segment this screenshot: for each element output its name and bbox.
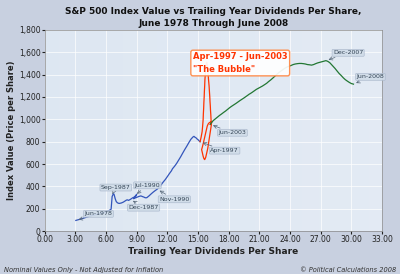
Text: Nov-1990: Nov-1990 — [159, 191, 190, 202]
Text: Jun-2003: Jun-2003 — [214, 125, 246, 135]
Text: Dec-2007: Dec-2007 — [329, 50, 363, 60]
Text: Apr-1997: Apr-1997 — [204, 142, 239, 153]
Text: Dec-1987: Dec-1987 — [128, 201, 159, 210]
X-axis label: Trailing Year Dividends Per Share: Trailing Year Dividends Per Share — [128, 247, 298, 256]
Text: Jun-2008: Jun-2008 — [356, 74, 384, 83]
Title: S&P 500 Index Value vs Trailing Year Dividends Per Share,
June 1978 Through June: S&P 500 Index Value vs Trailing Year Div… — [65, 7, 362, 28]
Text: Jul-1990: Jul-1990 — [135, 183, 160, 193]
Text: Nominal Values Only - Not Adjusted for Inflation: Nominal Values Only - Not Adjusted for I… — [4, 267, 163, 273]
Text: © Political Calculations 2008: © Political Calculations 2008 — [300, 267, 396, 273]
Y-axis label: Index Value (Price per Share): Index Value (Price per Share) — [7, 61, 16, 200]
Text: Jun-1978: Jun-1978 — [79, 211, 112, 220]
Text: Sep-1987: Sep-1987 — [101, 185, 131, 194]
Text: Apr-1997 - Jun-2003
"The Bubble": Apr-1997 - Jun-2003 "The Bubble" — [193, 52, 288, 74]
